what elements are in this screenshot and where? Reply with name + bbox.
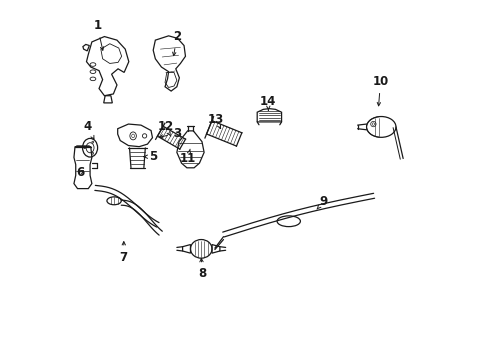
Text: 5: 5 [144,150,158,163]
Text: 7: 7 [120,242,128,264]
Text: 4: 4 [83,120,94,139]
Text: 11: 11 [179,149,196,165]
Text: 12: 12 [157,121,173,136]
Text: 14: 14 [260,95,276,111]
Text: 6: 6 [76,166,84,179]
Text: 13: 13 [207,113,224,129]
Text: 8: 8 [198,258,206,280]
Text: 3: 3 [160,127,181,140]
Text: 1: 1 [93,19,104,50]
Text: 9: 9 [317,195,328,209]
Text: 2: 2 [172,30,181,56]
Text: 10: 10 [372,75,389,106]
